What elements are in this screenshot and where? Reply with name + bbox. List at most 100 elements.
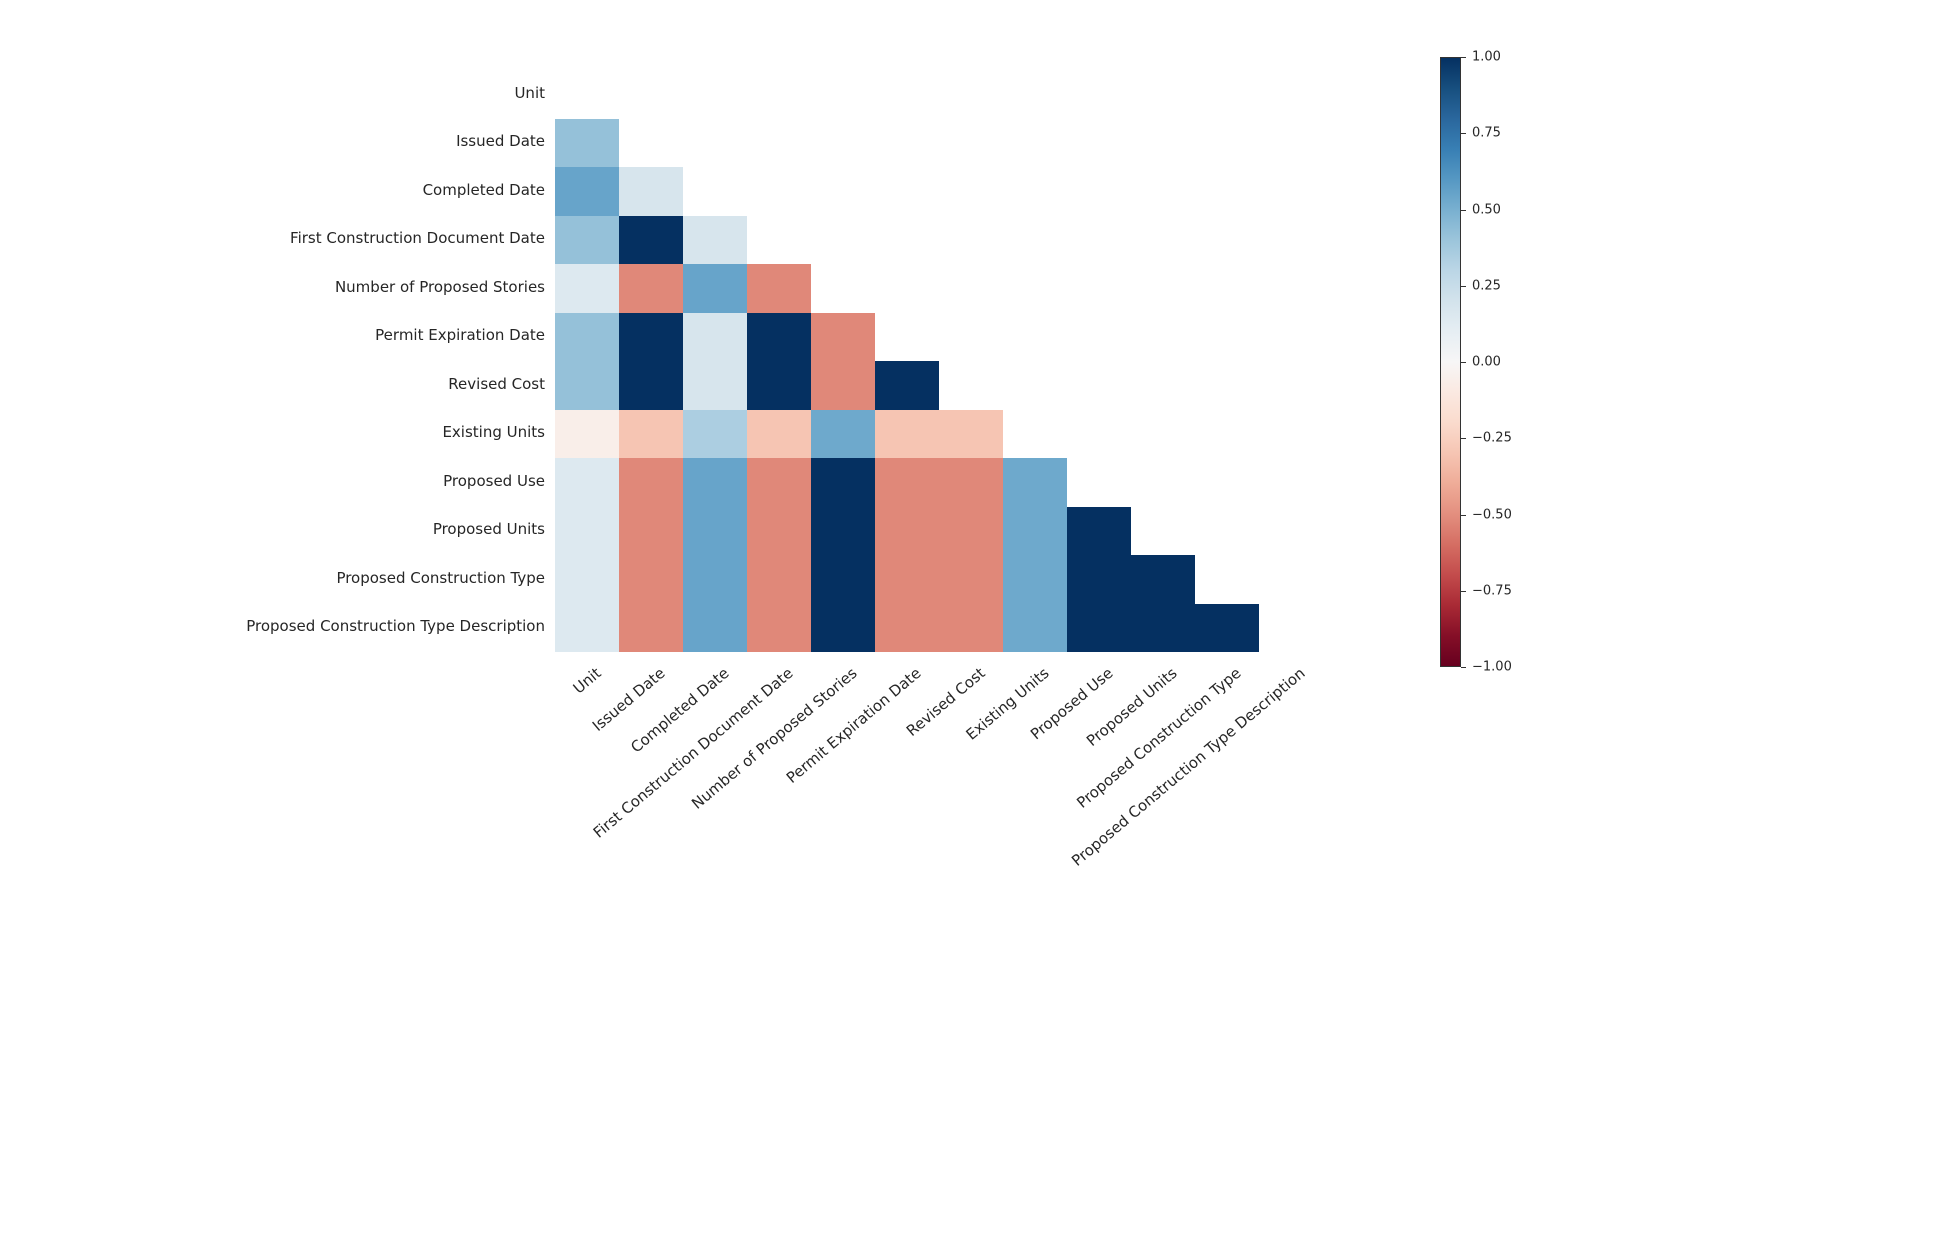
colorbar-gradient <box>1440 57 1461 667</box>
heatmap-cell <box>1195 313 1259 362</box>
heatmap-cell <box>1067 70 1131 119</box>
heatmap-cell <box>1259 70 1323 119</box>
heatmap-cell <box>1067 264 1131 313</box>
heatmap-cell <box>619 555 683 604</box>
colorbar-tick <box>1461 438 1466 439</box>
heatmap-cell <box>1131 70 1195 119</box>
heatmap-cell <box>939 507 1003 556</box>
y-tick-label: Existing Units <box>442 423 545 441</box>
heatmap-cell <box>1131 313 1195 362</box>
heatmap-cell <box>747 604 811 653</box>
colorbar-tick-label: −0.75 <box>1472 583 1512 598</box>
colorbar-tick-label: 0.25 <box>1472 278 1501 293</box>
heatmap-cell <box>1067 555 1131 604</box>
heatmap-cell <box>619 507 683 556</box>
colorbar-tick-label: 0.50 <box>1472 202 1501 217</box>
heatmap-cell <box>1131 167 1195 216</box>
heatmap-cell <box>619 410 683 459</box>
colorbar-tick-label: 1.00 <box>1472 50 1501 65</box>
colorbar-tick-label: −0.25 <box>1472 431 1512 446</box>
heatmap-cell <box>875 313 939 362</box>
heatmap-cell <box>1195 410 1259 459</box>
heatmap-cell <box>1003 119 1067 168</box>
heatmap-cell <box>1131 361 1195 410</box>
heatmap-cell <box>811 410 875 459</box>
heatmap-cell <box>555 604 619 653</box>
heatmap-cell <box>875 604 939 653</box>
heatmap-cell <box>683 507 747 556</box>
heatmap-cell <box>1003 313 1067 362</box>
heatmap-cell <box>683 119 747 168</box>
heatmap-cell <box>1259 361 1323 410</box>
heatmap-cell <box>1259 264 1323 313</box>
heatmap-cell <box>811 264 875 313</box>
heatmap-cell <box>619 361 683 410</box>
heatmap-cell <box>811 216 875 265</box>
heatmap-cell <box>683 555 747 604</box>
heatmap-cell <box>811 70 875 119</box>
heatmap-cell <box>619 458 683 507</box>
heatmap-cell <box>875 507 939 556</box>
heatmap-cell <box>1195 458 1259 507</box>
heatmap-cell <box>875 167 939 216</box>
colorbar-tick-label: 0.00 <box>1472 355 1501 370</box>
heatmap-cell <box>939 216 1003 265</box>
y-tick-label: Proposed Units <box>433 520 545 538</box>
heatmap-cell <box>1131 410 1195 459</box>
heatmap-cell <box>619 313 683 362</box>
heatmap-cell <box>555 313 619 362</box>
colorbar-tick <box>1461 362 1466 363</box>
heatmap-cell <box>1067 507 1131 556</box>
heatmap-cell <box>1131 507 1195 556</box>
heatmap-cell <box>1067 119 1131 168</box>
heatmap-cell <box>939 167 1003 216</box>
heatmap-cell <box>555 458 619 507</box>
heatmap-cell <box>1067 167 1131 216</box>
heatmap-cell <box>747 313 811 362</box>
y-tick-label: Unit <box>514 84 545 102</box>
figure: UnitIssued DateCompleted DateFirst Const… <box>0 0 1952 1254</box>
heatmap-cell <box>1131 555 1195 604</box>
heatmap-cell <box>1003 167 1067 216</box>
heatmap-cell <box>875 458 939 507</box>
heatmap-cell <box>1131 264 1195 313</box>
heatmap-cell <box>555 216 619 265</box>
heatmap-cell <box>683 410 747 459</box>
heatmap-cell <box>811 507 875 556</box>
heatmap-cell <box>939 264 1003 313</box>
x-tick-label: Proposed Construction Type Description <box>1068 664 1308 870</box>
heatmap-cell <box>1195 70 1259 119</box>
heatmap-cell <box>619 119 683 168</box>
y-tick-label: Revised Cost <box>448 375 545 393</box>
heatmap-cell <box>1259 313 1323 362</box>
heatmap-cell <box>1131 119 1195 168</box>
heatmap-cell <box>683 458 747 507</box>
heatmap-cell <box>747 507 811 556</box>
heatmap-cell <box>683 361 747 410</box>
heatmap-cell <box>555 555 619 604</box>
heatmap-cell <box>1067 313 1131 362</box>
heatmap-cell <box>1195 555 1259 604</box>
heatmap-cell <box>619 604 683 653</box>
heatmap-cell <box>747 167 811 216</box>
heatmap-cell <box>619 167 683 216</box>
heatmap-cell <box>1067 604 1131 653</box>
heatmap-cell <box>1195 216 1259 265</box>
x-tick-label: Unit <box>570 664 605 697</box>
colorbar-tick <box>1461 591 1466 592</box>
heatmap-cell <box>939 458 1003 507</box>
colorbar-tick-label: −0.50 <box>1472 507 1512 522</box>
heatmap-cell <box>875 264 939 313</box>
heatmap-cell <box>1195 604 1259 653</box>
heatmap-cell <box>747 119 811 168</box>
heatmap-cell <box>747 361 811 410</box>
heatmap-cell <box>747 555 811 604</box>
heatmap-cell <box>619 70 683 119</box>
heatmap-cell <box>747 216 811 265</box>
heatmap-cell <box>683 313 747 362</box>
heatmap-cell <box>1131 216 1195 265</box>
heatmap-cell <box>683 70 747 119</box>
heatmap-cell <box>555 264 619 313</box>
heatmap-cell <box>555 119 619 168</box>
heatmap-cell <box>939 119 1003 168</box>
